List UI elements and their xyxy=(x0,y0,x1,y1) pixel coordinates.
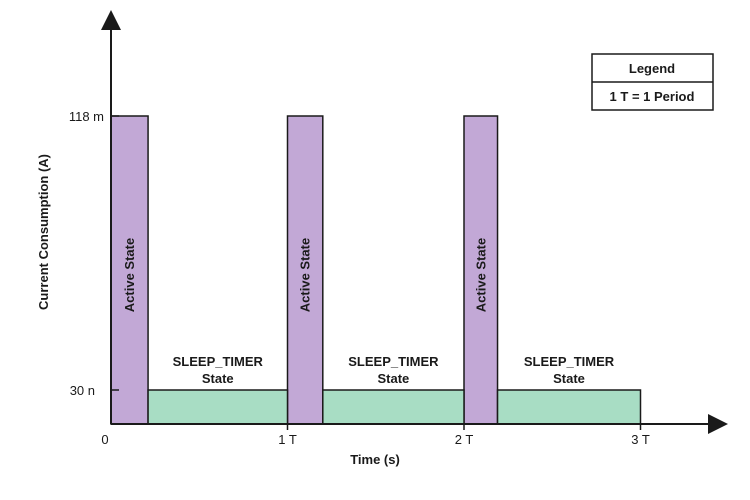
legend-title: Legend xyxy=(629,61,675,76)
sleep-timer-label-3-line-1: SLEEP_TIMER xyxy=(524,354,615,369)
sleep-state-bar-2 xyxy=(322,389,465,425)
legend-entry: 1 T = 1 Period xyxy=(610,89,695,104)
sleep-state-bar-3 xyxy=(496,389,642,425)
bar-labels-layer: Active State Active State Active State SLEE… xyxy=(122,238,615,386)
sleep-state-bar-1 xyxy=(147,389,289,425)
active-state-label-1: Active State xyxy=(122,238,137,312)
bars-layer xyxy=(110,115,642,425)
active-state-bar-1 xyxy=(110,115,149,425)
x-tick-label-1: 1 T xyxy=(278,432,297,447)
y-axis-title: Current Consumption (A) xyxy=(36,154,51,310)
sleep-timer-label-3-line-2: State xyxy=(553,371,585,386)
sleep-timer-label-2-line-1: SLEEP_TIMER xyxy=(348,354,439,369)
x-tick-label-2: 2 T xyxy=(455,432,474,447)
active-state-label-2: Active State xyxy=(298,238,313,312)
sleep-timer-label-1-line-2: State xyxy=(202,371,234,386)
active-state-bar-2 xyxy=(286,115,324,425)
legend-box: Legend 1 T = 1 Period xyxy=(591,53,714,111)
sleep-timer-label-1-line-1: SLEEP_TIMER xyxy=(173,354,264,369)
y-tick-label-low: 30 n xyxy=(70,383,95,398)
x-axis-title: Time (s) xyxy=(350,452,400,467)
sleep-timer-label-2-line-2: State xyxy=(378,371,410,386)
x-tick-label-0: 0 xyxy=(101,432,108,447)
x-tick-label-3: 3 T xyxy=(631,432,650,447)
y-tick-label-high: 118 m xyxy=(69,109,104,124)
active-state-label-3: Active State xyxy=(473,238,488,312)
x-ticks-layer: 0 1 T 2 T 3 T xyxy=(101,424,650,447)
